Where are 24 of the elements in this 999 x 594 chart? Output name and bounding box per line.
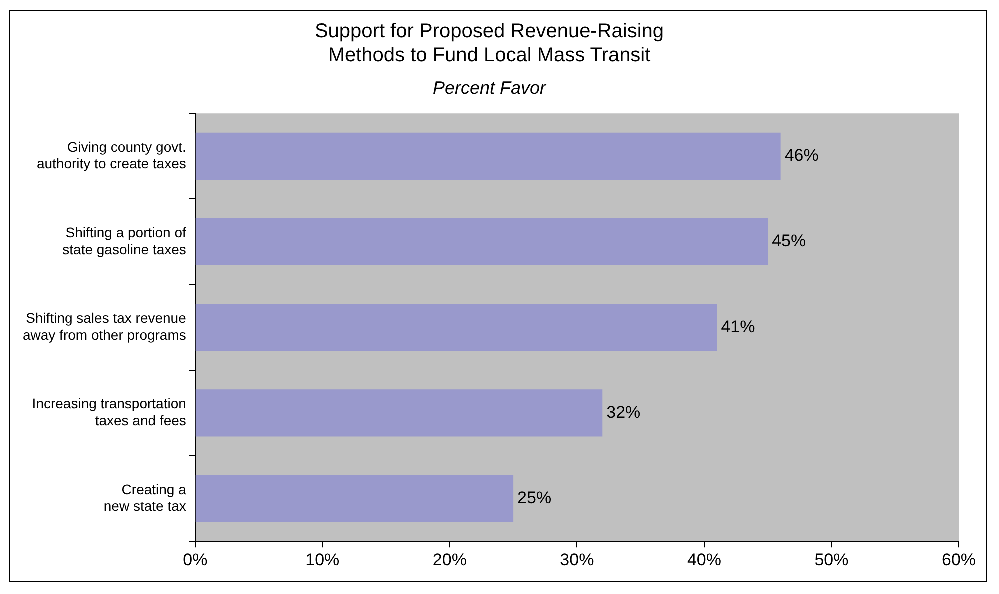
chart-title: Support for Proposed Revenue-Raising Methods to Fund Local Mass Transit — [314, 20, 664, 67]
y-tick-label: Creating a new state tax — [104, 481, 187, 514]
x-tick-label: 20% — [432, 550, 467, 570]
x-tick-label: 50% — [814, 550, 849, 570]
chart-subtitle: Percent Favor — [432, 78, 548, 98]
bar — [196, 390, 603, 437]
y-tick-label: Shifting a portion of state gasoline taxes — [62, 224, 186, 258]
bar — [196, 132, 781, 180]
x-tick-label: 0% — [183, 550, 208, 570]
bar — [196, 218, 768, 266]
bar — [196, 475, 514, 522]
x-tick-label: 10% — [306, 550, 340, 570]
bar — [196, 304, 718, 352]
y-tick-label: Increasing transportation taxes and fees — [32, 396, 186, 428]
x-tick-label: 40% — [687, 550, 722, 570]
data-label: 46% — [784, 146, 819, 166]
y-tick-label: Giving county govt. authority to create taxes — [36, 138, 186, 172]
x-tick-label: 30% — [560, 550, 594, 570]
data-label: 25% — [518, 488, 552, 508]
y-tick-label: Shifting sales tax revenue away from other programs — [22, 310, 187, 343]
data-label: 32% — [606, 402, 641, 422]
x-tick-label: 60% — [942, 550, 976, 570]
data-label: 41% — [721, 317, 756, 336]
data-label: 45% — [772, 232, 806, 251]
